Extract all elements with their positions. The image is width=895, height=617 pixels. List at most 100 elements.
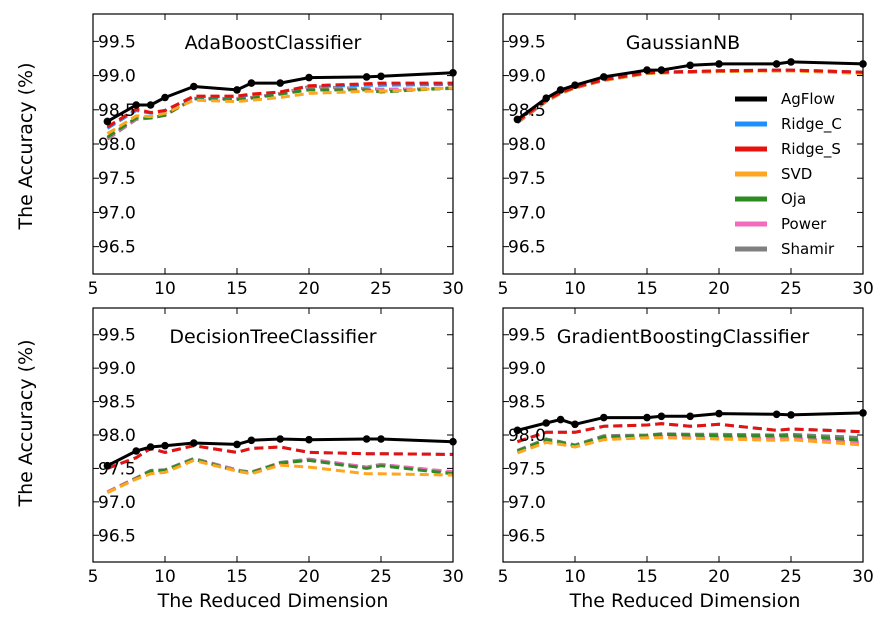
data-point-AgFlow xyxy=(233,86,241,94)
x-tick-label: 10 xyxy=(564,567,586,587)
data-point-AgFlow xyxy=(772,410,781,419)
y-tick-label: 98.5 xyxy=(98,393,136,413)
data-point-AgFlow xyxy=(233,440,241,449)
panel-title: GaussianNB xyxy=(626,32,740,54)
y-tick-label: 99.5 xyxy=(508,326,546,346)
series-line-Ridge_S xyxy=(516,422,864,444)
y-tick-label: 97.0 xyxy=(98,203,136,223)
series-line-Ridge_S xyxy=(516,68,864,123)
legend-label-AgFlow: AgFlow xyxy=(781,90,835,108)
y-tick-label: 98.5 xyxy=(508,393,546,413)
data-point-AgFlow xyxy=(362,73,371,81)
y-tick-label: 97.0 xyxy=(98,493,136,513)
y-tick-label: 98.5 xyxy=(508,101,546,121)
y-tick-label: 97.0 xyxy=(508,493,546,513)
data-point-AgFlow xyxy=(103,461,112,470)
data-point-AgFlow xyxy=(305,435,313,444)
y-tick-label: 96.5 xyxy=(508,238,546,258)
y-tick-label: 99.0 xyxy=(508,67,546,87)
data-point-AgFlow xyxy=(542,419,550,427)
data-point-AgFlow xyxy=(542,94,550,102)
series-line-Ridge_S xyxy=(106,81,453,129)
y-tick-label: 99.5 xyxy=(508,32,546,52)
x-tick-label: 10 xyxy=(154,567,176,587)
y-tick-label: 98.0 xyxy=(508,135,546,155)
y-tick-label: 96.5 xyxy=(98,526,136,546)
x-axis-label-right: The Reduced Dimension xyxy=(569,590,801,612)
panel-AdaBoostClassifier: 5 10 15 20 25 30 96.5 97.0 97.5 98.0 98.5 99.0 99.5 A… xyxy=(88,13,464,299)
data-point-AgFlow xyxy=(146,101,155,109)
x-tick-label: 25 xyxy=(370,279,392,299)
data-point-AgFlow xyxy=(146,443,155,451)
data-point-AgFlow xyxy=(362,435,371,443)
y-tick-label: 99.0 xyxy=(98,359,136,379)
legend: AgFlow Ridge_C Ridge_S SVD Oja Power Shamir xyxy=(735,90,842,258)
y-tick-label: 98.5 xyxy=(98,101,136,121)
data-point-AgFlow xyxy=(556,415,565,424)
data-point-AgFlow xyxy=(600,73,608,81)
y-tick-label: 96.5 xyxy=(98,238,136,258)
data-point-AgFlow xyxy=(715,409,723,418)
x-tick-label: 15 xyxy=(226,567,248,587)
data-point-AgFlow xyxy=(643,413,651,422)
data-point-AgFlow xyxy=(571,420,579,429)
data-point-AgFlow xyxy=(715,60,723,68)
x-tick-label: 25 xyxy=(370,567,392,587)
panel-GradientBoostingClassifier: 5 10 15 20 25 30 96.5 97.0 97.5 98.0 98.5 99.0 99.5 G… xyxy=(498,307,874,587)
data-point-AgFlow xyxy=(190,439,198,447)
y-tick-label: 97.5 xyxy=(508,169,546,189)
series-line-SVD xyxy=(106,458,454,494)
series-line-SVD xyxy=(516,436,864,455)
data-point-AgFlow xyxy=(657,412,666,421)
data-point-AgFlow xyxy=(305,73,313,82)
x-tick-label: 5 xyxy=(498,567,509,587)
x-tick-label: 25 xyxy=(780,279,802,299)
x-tick-label: 30 xyxy=(852,567,874,587)
data-point-AgFlow xyxy=(377,435,385,443)
x-tick-label: 15 xyxy=(636,279,658,299)
data-point-AgFlow xyxy=(190,82,198,91)
x-tick-label: 5 xyxy=(498,279,509,299)
x-tick-label: 30 xyxy=(852,279,874,299)
y-tick-label: 98.0 xyxy=(98,135,136,155)
series-line-Ridge_S xyxy=(106,444,454,470)
x-tick-label: 20 xyxy=(298,567,320,587)
legend-label-SVD: SVD xyxy=(781,165,812,183)
data-point-AgFlow xyxy=(132,101,140,109)
x-tick-label: 20 xyxy=(708,279,730,299)
data-point-AgFlow xyxy=(657,66,666,74)
data-point-AgFlow xyxy=(513,426,522,435)
x-tick-label: 15 xyxy=(226,279,248,299)
y-tick-label: 98.0 xyxy=(508,426,546,446)
series-line-Oja xyxy=(516,432,864,453)
chart-panels: 5 10 15 20 25 30 96.5 97.0 97.5 98.0 98.5 99.0 99.5 A… xyxy=(88,13,874,587)
y-axis-label-top: The Accuracy (%) xyxy=(15,62,37,230)
data-point-AgFlow xyxy=(571,81,579,89)
data-point-AgFlow xyxy=(556,86,565,94)
legend-label-Oja: Oja xyxy=(781,190,806,208)
x-tick-label: 30 xyxy=(442,279,464,299)
panel-title: GradientBoostingClassifier xyxy=(557,326,810,348)
x-tick-label: 25 xyxy=(780,567,802,587)
y-tick-label: 97.5 xyxy=(98,169,136,189)
x-tick-label: 10 xyxy=(564,279,586,299)
series-line-SVD xyxy=(106,86,454,135)
data-point-AgFlow xyxy=(686,412,694,421)
data-point-AgFlow xyxy=(247,79,256,87)
data-point-AgFlow xyxy=(772,60,781,68)
data-point-AgFlow xyxy=(600,413,608,422)
data-point-AgFlow xyxy=(377,72,385,81)
data-point-AgFlow xyxy=(247,436,256,445)
x-tick-label: 30 xyxy=(442,567,464,587)
data-point-AgFlow xyxy=(686,61,694,70)
legend-label-Ridge_C: Ridge_C xyxy=(781,115,842,134)
y-tick-label: 99.5 xyxy=(98,32,136,52)
x-tick-label: 5 xyxy=(88,567,99,587)
y-tick-label: 97.5 xyxy=(508,459,546,479)
x-tick-label: 20 xyxy=(298,279,320,299)
legend-label-Power: Power xyxy=(781,215,827,233)
data-point-AgFlow xyxy=(643,66,651,74)
y-tick-label: 99.0 xyxy=(98,67,136,87)
data-point-AgFlow xyxy=(103,117,112,126)
